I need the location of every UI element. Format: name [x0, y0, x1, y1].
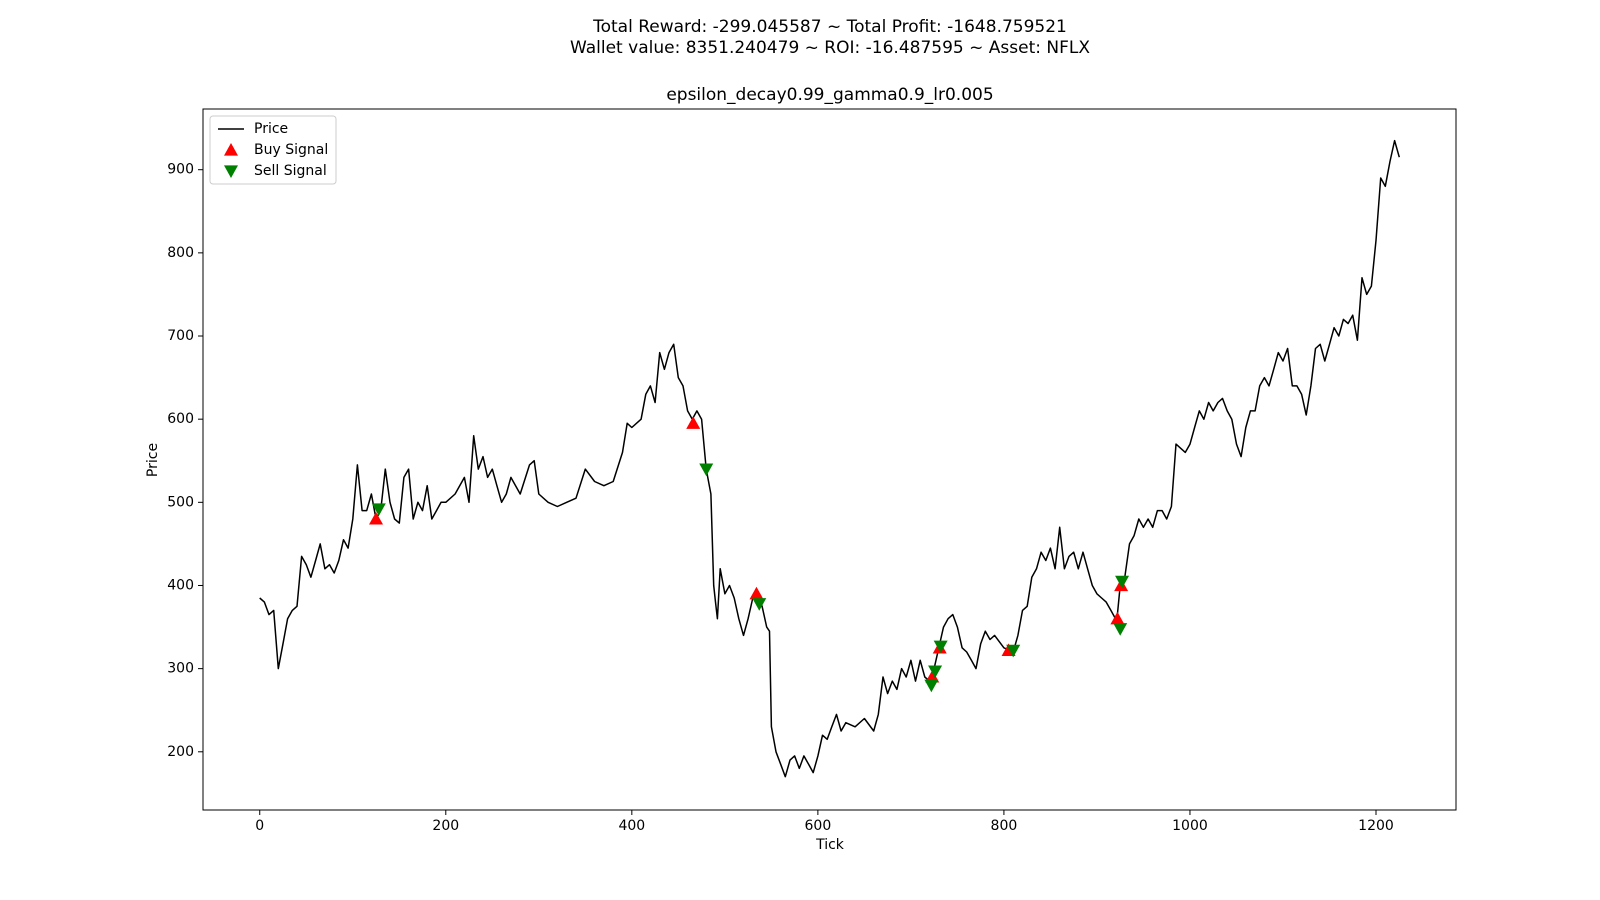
- y-axis-label: Price: [145, 443, 161, 477]
- sell-marker: [1115, 575, 1130, 589]
- y-tick-label: 400: [167, 577, 194, 593]
- buy-marker: [925, 669, 940, 683]
- sell-marker: [928, 665, 943, 679]
- x-tick-label: 1200: [1358, 818, 1394, 834]
- y-tick-label: 600: [167, 411, 194, 427]
- y-tick-label: 200: [167, 744, 194, 760]
- buy-marker: [686, 416, 701, 429]
- x-tick-label: 600: [805, 818, 832, 834]
- y-tick-label: 800: [167, 245, 194, 261]
- y-tick-label: 500: [167, 494, 194, 510]
- y-tick-label: 700: [167, 328, 194, 344]
- sell-marker: [924, 679, 939, 693]
- x-tick-label: 200: [432, 818, 459, 834]
- sell-marker: [699, 463, 714, 477]
- x-tick-label: 0: [255, 818, 264, 834]
- plot-frame: [202, 108, 1457, 811]
- sell-marker: [752, 598, 767, 611]
- legend-swatch: [224, 143, 238, 156]
- legend-box: [209, 115, 337, 185]
- sell-marker: [1006, 644, 1021, 658]
- price-line: [259, 139, 1401, 778]
- buy-marker: [1110, 611, 1125, 625]
- buy-marker: [369, 511, 384, 525]
- y-tick-label: 300: [167, 661, 194, 677]
- legend-label: Price: [254, 121, 288, 137]
- suptitle: Total Reward: -299.045587 ~ Total Profit…: [592, 17, 1067, 37]
- suptitle: Wallet value: 8351.240479 ~ ROI: -16.487…: [570, 38, 1090, 58]
- legend-swatch: [224, 165, 238, 178]
- x-tick-label: 1000: [1172, 818, 1208, 834]
- x-axis-label: Tick: [815, 837, 845, 853]
- sell-marker: [933, 640, 948, 654]
- sell-marker: [1113, 623, 1128, 636]
- y-tick-label: 900: [167, 162, 194, 178]
- x-tick-label: 800: [991, 818, 1018, 834]
- sell-marker: [371, 503, 386, 516]
- buy-marker: [749, 586, 764, 600]
- legend-label: Buy Signal: [254, 142, 328, 158]
- x-tick-label: 400: [618, 818, 645, 834]
- legend-label: Sell Signal: [254, 163, 327, 179]
- axes-title: epsilon_decay0.99_gamma0.9_lr0.005: [666, 85, 993, 105]
